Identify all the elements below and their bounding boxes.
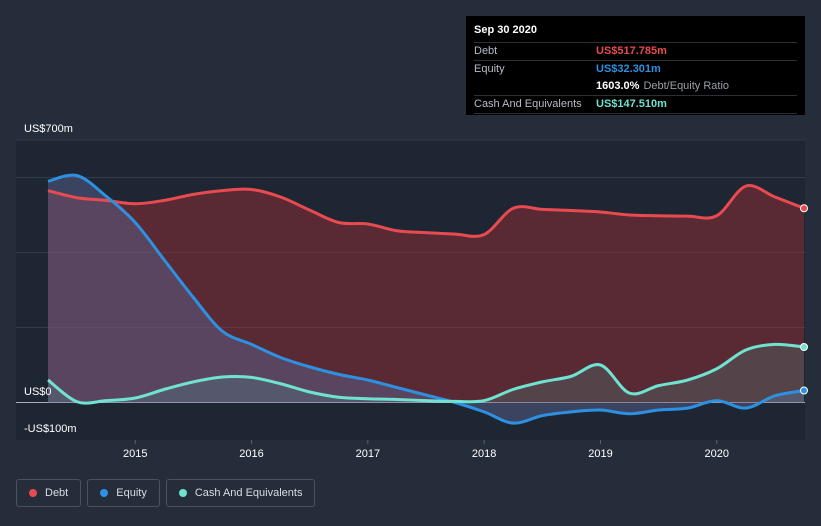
legend-label-equity: Equity: [116, 487, 147, 499]
x-tick-label-2017: 2017: [356, 448, 380, 460]
tooltip-cash-label: Cash And Equivalents: [474, 98, 582, 110]
tooltip-ratio-value: 1603.0%: [596, 80, 640, 92]
tooltip-cash-value: US$147.510m: [596, 98, 667, 110]
equity-line: [47, 173, 805, 425]
series-endpoints: [800, 204, 808, 395]
x-tick-label-2018: 2018: [472, 448, 496, 460]
cash-endpoint: [800, 343, 808, 351]
x-axis-ticks: 2015 2016 2017 2018 2019 2020: [123, 440, 729, 460]
gridlines: [16, 139, 805, 403]
y-axis-labels: US$700m US$0 -US$100m: [24, 123, 77, 435]
equity-area: [48, 175, 804, 424]
legend-item-cash[interactable]: Cash And Equivalents: [165, 479, 316, 507]
tooltip-debt-label: Debt: [474, 45, 498, 57]
tooltip-debt-value: US$517.785m: [596, 45, 667, 57]
legend-dot-debt: [29, 489, 37, 497]
cash-line: [47, 342, 805, 405]
tooltip-ratio-label: Debt/Equity Ratio: [643, 80, 730, 92]
y-label-zero: US$0: [24, 386, 52, 398]
tooltip-panel: Sep 30 2020 Debt US$517.785m Equity US$3…: [466, 16, 805, 115]
legend-label-debt: Debt: [45, 487, 69, 499]
legend-label-cash: Cash And Equivalents: [194, 487, 303, 499]
series-areas: [48, 175, 804, 424]
legend-item-debt[interactable]: Debt: [16, 479, 82, 507]
y-label-top: US$700m: [24, 123, 73, 135]
x-tick-label-2020: 2020: [705, 448, 729, 460]
tooltip-row-cash: Cash And Equivalents US$147.510m: [474, 95, 797, 114]
x-tick-label-2015: 2015: [123, 448, 147, 460]
tooltip-equity-value: US$32.301m: [596, 63, 661, 75]
cash-area: [48, 344, 804, 404]
equity-endpoint: [800, 386, 808, 395]
legend-dot-cash: [178, 489, 187, 497]
y-label-bottom: -US$100m: [24, 423, 77, 435]
tooltip-date: Sep 30 2020: [474, 24, 537, 36]
debt-endpoint: [800, 204, 808, 213]
series-lines: [47, 173, 805, 425]
legend-dot-equity: [100, 489, 109, 497]
legend-item-equity[interactable]: Equity: [87, 479, 160, 507]
debt-line: [47, 184, 805, 238]
x-tick-label-2019: 2019: [588, 448, 612, 460]
x-tick-label-2016: 2016: [239, 448, 263, 460]
tooltip-equity-label: Equity: [474, 63, 505, 75]
debt-area: [48, 185, 804, 403]
chart-legend: Debt Equity Cash And Equivalents: [16, 479, 316, 507]
tooltip-row-equity: Equity US$32.301m 1603.0% Debt/Equity Ra…: [474, 60, 797, 95]
tooltip-row-debt: Debt US$517.785m: [474, 42, 797, 60]
